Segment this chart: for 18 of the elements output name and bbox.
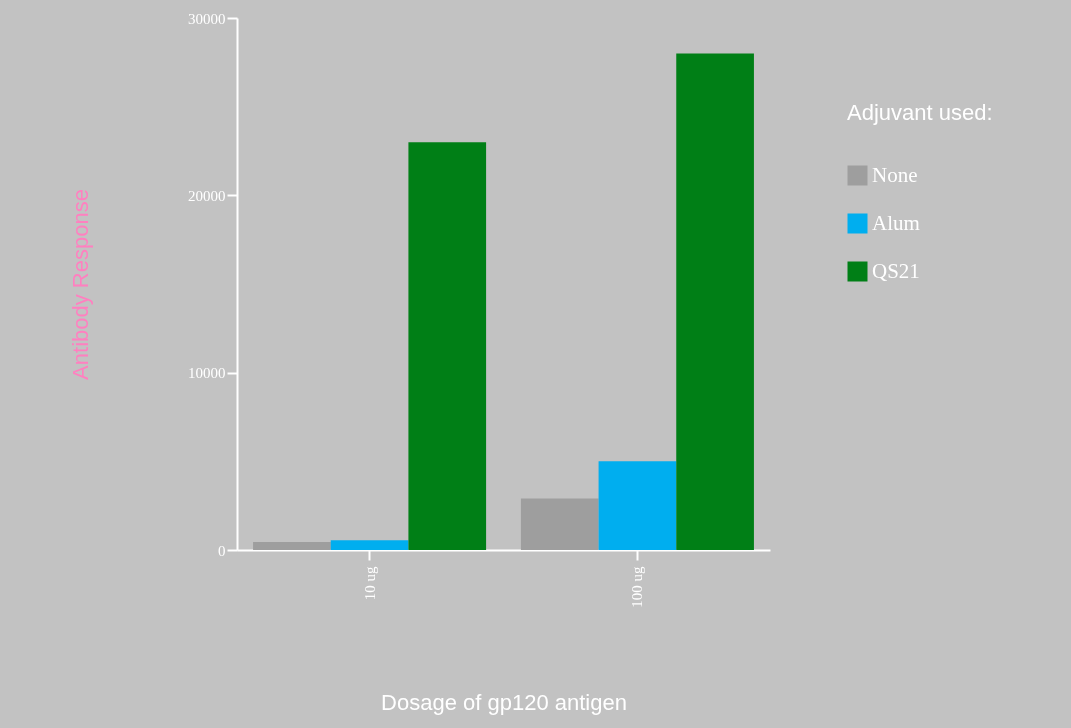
- y-axis-title: Antibody Response: [68, 189, 93, 380]
- bar: [598, 461, 677, 550]
- y-tick-label: 30000: [188, 10, 226, 27]
- y-tick-label: 10000: [188, 365, 226, 382]
- legend-label: None: [872, 162, 918, 187]
- x-axis-title: Dosage of gp120 antigen: [381, 689, 627, 715]
- x-tick-label: 10 ug: [361, 566, 378, 601]
- legend-label: Alum: [872, 210, 920, 235]
- y-tick-label: 20000: [188, 187, 226, 204]
- x-tick-label: 100 ug: [629, 566, 646, 608]
- legend-label: QS21: [872, 258, 920, 283]
- legend-title: Adjuvant used:: [847, 100, 993, 125]
- bar: [330, 540, 409, 550]
- bar: [408, 142, 487, 550]
- bar: [520, 498, 599, 550]
- y-tick-label: 0: [218, 542, 226, 559]
- bar: [676, 53, 754, 550]
- bar: [253, 542, 331, 550]
